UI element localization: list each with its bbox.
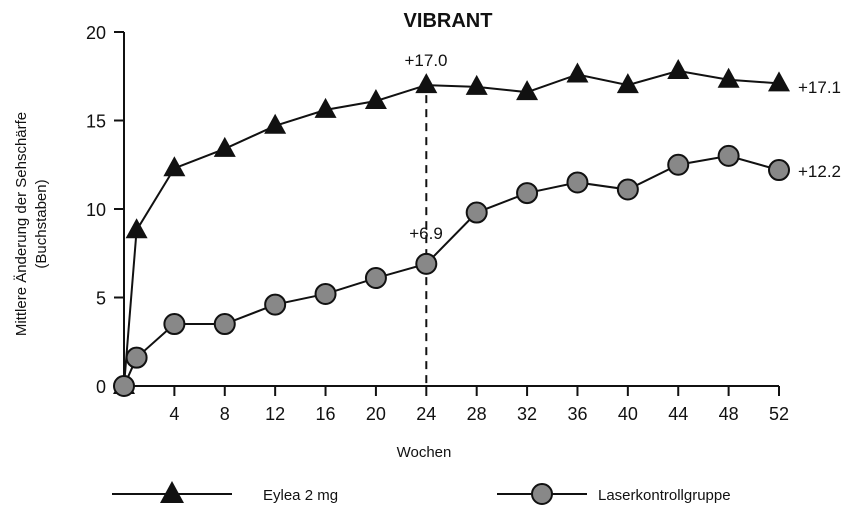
- annotation-laser-end: +12.2: [798, 162, 841, 181]
- data-point-laser: [465, 201, 488, 224]
- data-point-laser: [125, 346, 148, 369]
- x-tick-label: 52: [769, 404, 789, 424]
- y-tick-label: 5: [96, 289, 106, 309]
- x-tick-label: 12: [265, 404, 285, 424]
- data-point-laser: [213, 313, 236, 336]
- data-point-eylea: [125, 218, 148, 239]
- series-layer: [113, 58, 790, 397]
- data-point-laser: [364, 267, 387, 290]
- x-axis-label: Wochen: [397, 444, 452, 461]
- chart-title: VIBRANT: [404, 10, 493, 32]
- data-point-eylea: [415, 73, 438, 94]
- data-point-laser: [717, 144, 740, 167]
- legend-item-laser: Laserkontrollgruppe: [497, 483, 731, 505]
- y-tick-label: 15: [86, 112, 106, 132]
- data-point-laser: [163, 313, 186, 336]
- data-point-eylea: [566, 62, 589, 83]
- y-axis-label-line-2: (Buchstaben): [33, 179, 50, 268]
- x-tick-label: 32: [517, 404, 537, 424]
- legend-laser-label: Laserkontrollgruppe: [598, 487, 731, 504]
- legend-item-eylea: Eylea 2 mg: [112, 481, 338, 504]
- x-tick-label: 8: [220, 404, 230, 424]
- data-point-laser: [616, 178, 639, 201]
- data-point-laser: [566, 171, 589, 194]
- y-tick-label: 10: [86, 200, 106, 220]
- data-point-laser: [516, 182, 539, 205]
- data-point-eylea: [465, 74, 488, 95]
- x-tick-label: 4: [169, 404, 179, 424]
- y-tick-label: 20: [86, 23, 106, 43]
- data-point-eylea: [768, 71, 790, 92]
- series-line-laser: [123, 154, 780, 387]
- data-point-eylea: [516, 80, 539, 101]
- legend-laser-marker: [531, 483, 553, 505]
- data-point-laser: [113, 375, 135, 397]
- data-point-eylea: [667, 58, 690, 79]
- legend-eylea-marker: [160, 481, 184, 503]
- x-tick-label: 20: [366, 404, 386, 424]
- data-point-eylea: [314, 97, 337, 118]
- x-tick-label: 40: [618, 404, 638, 424]
- annotation-eylea-week-24: +17.0: [404, 51, 447, 70]
- x-ticks: 4 8 12 16 20 24 28 32 36 40 44 48 52: [169, 386, 789, 424]
- data-point-laser: [667, 153, 690, 176]
- x-tick-label: 48: [719, 404, 739, 424]
- data-point-laser: [768, 159, 790, 182]
- data-point-laser: [415, 252, 438, 275]
- annotation-laser-week-24: +6.9: [409, 224, 443, 243]
- data-point-eylea: [364, 89, 387, 110]
- annotation-eylea-end: +17.1: [798, 78, 841, 97]
- x-tick-label: 24: [416, 404, 436, 424]
- y-axis-label: Mittlere Änderung der Sehschärfe (Buchst…: [13, 112, 50, 336]
- y-axis-label-line-1: Mittlere Änderung der Sehschärfe: [13, 112, 30, 336]
- data-point-eylea: [264, 113, 287, 134]
- data-point-eylea: [213, 136, 236, 157]
- x-tick-label: 44: [668, 404, 688, 424]
- legend-eylea-label: Eylea 2 mg: [263, 487, 338, 504]
- legend: Eylea 2 mg Laserkontrollgruppe: [112, 481, 731, 505]
- data-point-laser: [264, 293, 287, 316]
- y-ticks: 0 5 10 15 20: [86, 23, 124, 397]
- data-point-eylea: [616, 73, 639, 94]
- series-line-eylea: [123, 69, 780, 387]
- x-tick-label: 16: [316, 404, 336, 424]
- data-point-eylea: [163, 156, 186, 177]
- y-tick-label: 0: [96, 377, 106, 397]
- data-point-eylea: [717, 67, 740, 88]
- x-tick-label: 28: [467, 404, 487, 424]
- x-tick-label: 36: [567, 404, 587, 424]
- data-point-laser: [314, 282, 337, 305]
